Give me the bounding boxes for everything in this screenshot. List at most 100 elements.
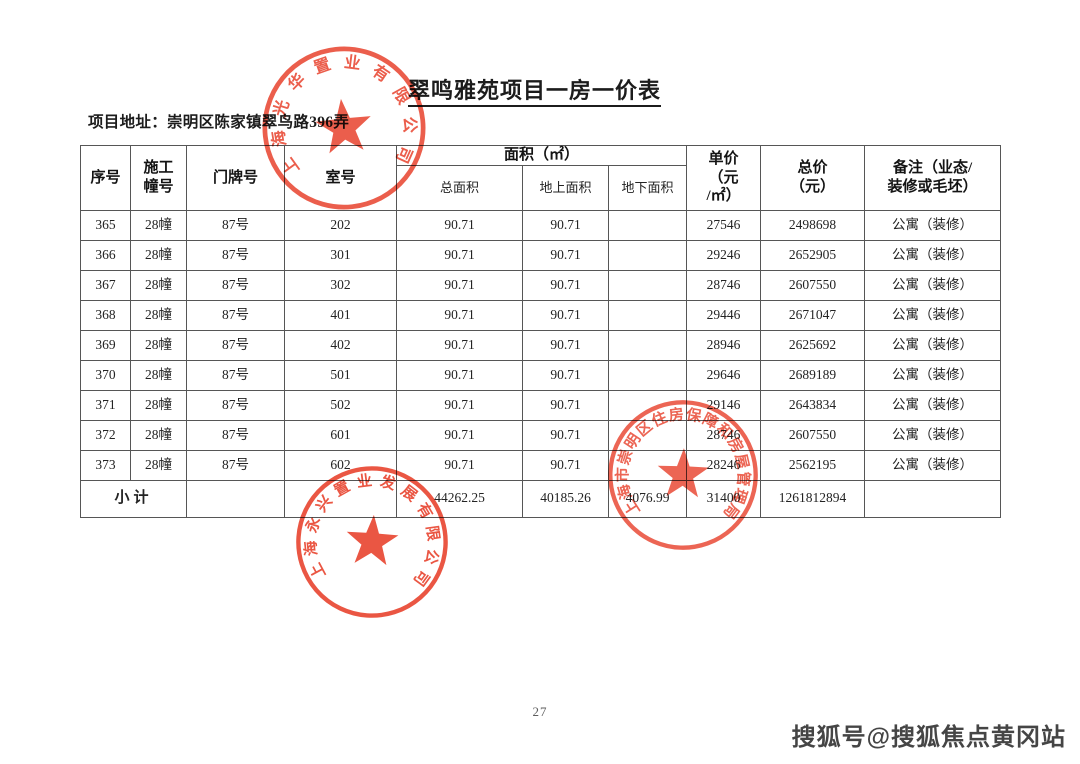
table-cell-building: 28幢 [130, 359, 187, 391]
table-cell-area-above: 90.71 [522, 299, 609, 331]
table-cell-area-below [607, 269, 688, 301]
column-header-total-price-line2: （元） [790, 178, 836, 195]
table-cell-room-number: 301 [284, 239, 397, 271]
svg-text:公: 公 [400, 116, 419, 134]
table-cell-total-price: 2607550 [760, 419, 866, 451]
table-cell-area-below [607, 299, 688, 331]
column-header-unit-price-line2: （元 [708, 169, 739, 186]
table-cell-door-number: 87号 [186, 419, 285, 451]
column-header-unit-price-line1: 单价 [708, 150, 739, 167]
column-header-building-line2: 幢号 [143, 178, 174, 195]
column-header-area-below: 地下面积 [607, 164, 688, 211]
table-cell-remark: 公寓（装修） [864, 449, 1002, 481]
subtotal-area-above: 40185.26 [522, 479, 609, 518]
project-address-line: 项目地址：崇明区陈家镇翠鸟路396弄 [88, 114, 350, 131]
table-cell-building: 28幢 [130, 449, 187, 481]
table-cell-door-number: 87号 [186, 329, 285, 361]
table-cell-door-number: 87号 [186, 269, 285, 301]
table-cell-area-total: 90.71 [396, 269, 523, 301]
table-row: 370 28幢 87号 501 90.71 90.71 29646 2689189 公寓（装修） [80, 359, 1002, 391]
table-cell-area-above: 90.71 [522, 209, 609, 241]
table-cell-building: 28幢 [130, 239, 187, 271]
table-row: 371 28幢 87号 502 90.71 90.71 29146 2643834 公寓（装修） [80, 389, 1002, 421]
column-header-remark-line1: 备注（业态/ [892, 160, 973, 177]
column-header-building: 施工 幢号 [130, 145, 187, 211]
table-cell-index: 367 [80, 269, 131, 301]
table-cell-area-below [607, 389, 688, 421]
table-cell-unit-price: 28246 [686, 449, 762, 481]
table-cell-room-number: 502 [284, 389, 397, 421]
page-title: 翠鸣雅苑项目一房一价表 [408, 78, 662, 108]
table-cell-index: 365 [80, 209, 131, 241]
table-cell-room-number: 402 [284, 329, 397, 361]
table-cell-total-price: 2562195 [760, 449, 866, 481]
svg-text:公: 公 [421, 547, 441, 567]
column-header-remark: 备注（业态/ 装修或毛坯） [864, 145, 1002, 211]
svg-text:有: 有 [369, 61, 393, 86]
table-cell-remark: 公寓（装修） [864, 269, 1002, 301]
table-cell-room-number: 601 [284, 419, 397, 451]
table-cell-area-total: 90.71 [396, 209, 523, 241]
table-cell-index: 370 [80, 359, 131, 391]
table-cell-total-price: 2652905 [760, 239, 866, 271]
table-cell-index: 371 [80, 389, 131, 421]
table-row: 366 28幢 87号 301 90.71 90.71 29246 2652905 公寓（装修） [80, 239, 1002, 271]
table-row: 372 28幢 87号 601 90.71 90.71 28746 2607550 公寓（装修） [80, 419, 1002, 451]
svg-text:海: 海 [301, 540, 320, 557]
table-cell-remark: 公寓（装修） [864, 359, 1002, 391]
subtotal-door-number [186, 479, 285, 518]
table-cell-index: 372 [80, 419, 131, 451]
table-cell-area-below [607, 449, 688, 481]
table-cell-area-above: 90.71 [522, 239, 609, 271]
table-cell-remark: 公寓（装修） [864, 329, 1002, 361]
table-cell-remark: 公寓（装修） [864, 239, 1002, 271]
table-row: 367 28幢 87号 302 90.71 90.71 28746 2607550 公寓（装修） [80, 269, 1002, 301]
table-cell-area-total: 90.71 [396, 359, 523, 391]
table-cell-room-number: 602 [284, 449, 397, 481]
table-body: 365 28幢 87号 202 90.71 90.71 27546 2498698 公寓（装修）… [80, 209, 1002, 518]
table-cell-area-below [607, 329, 688, 361]
table-cell-unit-price: 29146 [686, 389, 762, 421]
column-header-total-price-line1: 总价 [797, 160, 828, 177]
table-cell-unit-price: 28746 [686, 269, 762, 301]
column-header-total-price: 总价 （元） [760, 145, 866, 211]
table-cell-area-below [607, 419, 688, 451]
table-cell-building: 28幢 [130, 329, 187, 361]
subtotal-unit-price: 31400 [686, 479, 762, 518]
column-header-remark-line2: 装修或毛坯） [887, 178, 978, 195]
table-cell-area-above: 90.71 [522, 389, 609, 421]
subtotal-remark [864, 479, 1002, 518]
table-cell-room-number: 501 [284, 359, 397, 391]
table-cell-unit-price: 29446 [686, 299, 762, 331]
table-cell-door-number: 87号 [186, 299, 285, 331]
table-cell-area-total: 90.71 [396, 389, 523, 421]
table-row: 369 28幢 87号 402 90.71 90.71 28946 2625692 公寓（装修） [80, 329, 1002, 361]
table-cell-area-below [607, 209, 688, 241]
table-cell-remark: 公寓（装修） [864, 299, 1002, 331]
table-row: 365 28幢 87号 202 90.71 90.71 27546 2498698 公寓（装修） [80, 209, 1002, 241]
column-header-area-above: 地上面积 [522, 164, 609, 211]
subtotal-room-number [284, 479, 397, 518]
table-cell-index: 369 [80, 329, 131, 361]
table-cell-remark: 公寓（装修） [864, 209, 1002, 241]
table-cell-total-price: 2689189 [760, 359, 866, 391]
table-cell-door-number: 87号 [186, 449, 285, 481]
table-cell-unit-price: 28946 [686, 329, 762, 361]
table-cell-area-above: 90.71 [522, 269, 609, 301]
table-row: 373 28幢 87号 602 90.71 90.71 28246 2562195 公寓（装修） [80, 449, 1002, 481]
table-cell-total-price: 2625692 [760, 329, 866, 361]
subtotal-area-total: 44262.25 [396, 479, 523, 518]
table-cell-area-below [607, 239, 688, 271]
table-cell-area-above: 90.71 [522, 329, 609, 361]
column-header-index: 序号 [80, 145, 131, 211]
table-cell-door-number: 87号 [186, 239, 285, 271]
page-number: 27 [532, 704, 548, 719]
svg-text:司: 司 [410, 567, 433, 589]
table-cell-area-total: 90.71 [396, 239, 523, 271]
table-cell-unit-price: 27546 [686, 209, 762, 241]
table-cell-building: 28幢 [130, 419, 187, 451]
table-cell-building: 28幢 [130, 209, 187, 241]
subtotal-area-below: 4076.99 [607, 479, 688, 518]
table-cell-area-total: 90.71 [396, 419, 523, 451]
